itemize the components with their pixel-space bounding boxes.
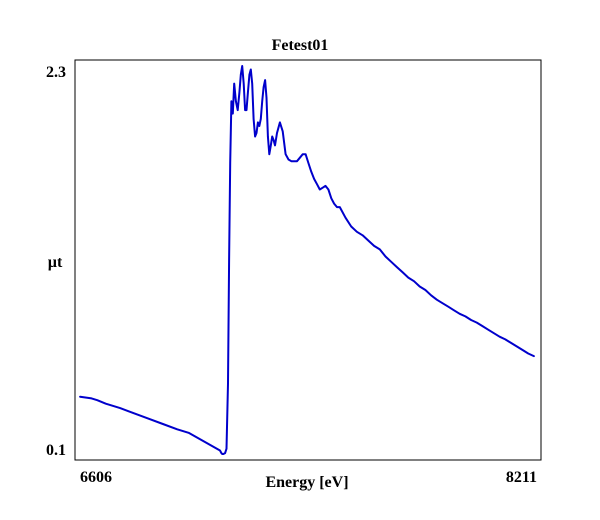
- x-tick-label-min: 6606: [80, 469, 112, 486]
- series-line-1: [79, 65, 535, 455]
- plot-area-frame: [74, 59, 542, 461]
- chart-title: Fetest01: [272, 37, 329, 54]
- x-axis-label: Energy [eV]: [265, 474, 348, 491]
- y-tick-label-max: 2.3: [46, 64, 66, 81]
- x-tick-label-max: 8211: [506, 469, 537, 486]
- series-layer: [79, 65, 535, 455]
- y-axis-label: µt: [48, 254, 63, 271]
- y-tick-label-min: 0.1: [46, 442, 66, 459]
